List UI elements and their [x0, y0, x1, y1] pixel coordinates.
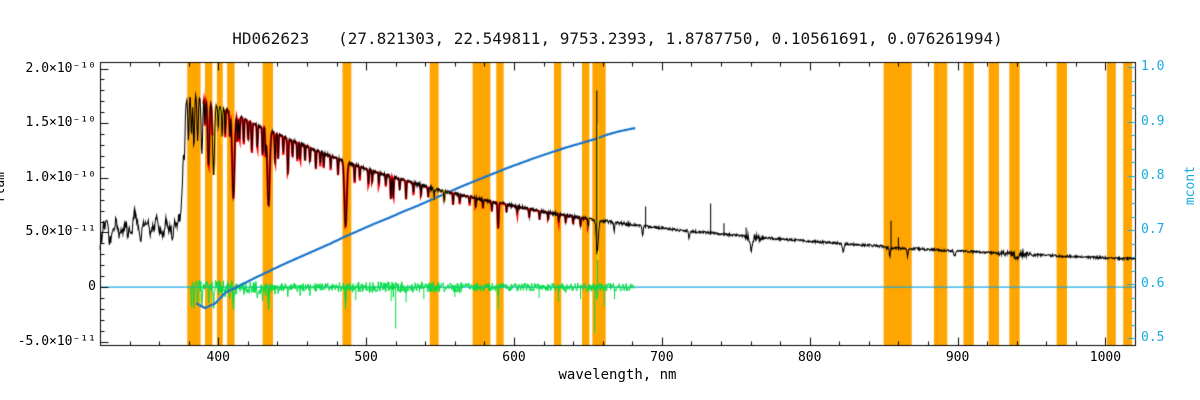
y-right-tick-label: 0.9	[1141, 113, 1165, 129]
plot-title: HD062623 (27.821303, 22.549811, 9753.239…	[232, 29, 1003, 48]
y-right-tick-label: 0.7	[1141, 222, 1165, 238]
x-axis-label: wavelength, nm	[558, 367, 677, 383]
y-axis-right-label: mcont	[1183, 166, 1198, 206]
x-tick-label: 400	[206, 350, 231, 365]
y-left-tick-label: 1.0×10⁻¹⁰	[25, 169, 96, 185]
y-left-tick-label: 0	[88, 279, 96, 295]
y-left-tick-label: -5.0×10⁻¹¹	[17, 333, 96, 349]
y-left-tick-label: 2.0×10⁻¹⁰	[25, 60, 96, 76]
x-tick-label: 700	[650, 350, 674, 365]
y-right-tick-label: 1.0	[1141, 59, 1165, 75]
y-right-tick-label: 0.8	[1141, 167, 1165, 183]
x-tick-label: 900	[945, 350, 970, 365]
x-tick-label: 1000	[1089, 350, 1122, 365]
y-right-tick-label: 0.6	[1141, 276, 1165, 292]
x-tick-label: 600	[502, 350, 526, 365]
y-left-tick-label: 5.0×10⁻¹¹	[25, 224, 96, 240]
y-right-tick-label: 0.5	[1141, 330, 1165, 346]
x-tick-label: 500	[354, 350, 378, 365]
x-tick-label: 800	[797, 350, 822, 365]
y-left-tick-label: 1.5×10⁻¹⁰	[25, 115, 96, 131]
